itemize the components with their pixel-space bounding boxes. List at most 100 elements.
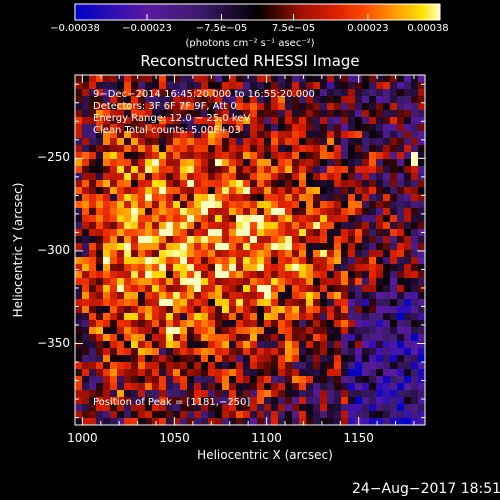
heatmap-cell bbox=[327, 313, 335, 321]
heatmap-cell bbox=[187, 397, 195, 405]
heatmap-cell bbox=[180, 145, 188, 153]
heatmap-cell bbox=[264, 243, 272, 251]
heatmap-cell bbox=[369, 138, 377, 146]
heatmap-cell bbox=[264, 376, 272, 384]
heatmap-cell bbox=[278, 341, 286, 349]
heatmap-cell bbox=[173, 306, 181, 314]
heatmap-cell bbox=[411, 222, 419, 230]
heatmap-cell bbox=[299, 369, 307, 377]
heatmap-cell bbox=[89, 138, 97, 146]
heatmap-cell bbox=[362, 159, 370, 167]
heatmap-cell bbox=[166, 285, 174, 293]
heatmap-cell bbox=[236, 222, 244, 230]
heatmap-cell bbox=[82, 327, 90, 335]
heatmap-cell bbox=[159, 404, 167, 412]
heatmap-cell bbox=[138, 187, 146, 195]
heatmap-cell bbox=[194, 362, 202, 370]
heatmap-cell bbox=[383, 320, 391, 328]
heatmap-cell bbox=[348, 411, 356, 419]
heatmap-cell bbox=[278, 362, 286, 370]
heatmap-cell bbox=[278, 299, 286, 307]
x-tick-label: 1100 bbox=[251, 431, 282, 445]
heatmap-cell bbox=[376, 159, 384, 167]
heatmap-cell bbox=[229, 285, 237, 293]
heatmap-cell bbox=[103, 75, 111, 83]
heatmap-cell bbox=[103, 411, 111, 419]
heatmap-cell bbox=[404, 334, 412, 342]
heatmap-cell bbox=[229, 75, 237, 83]
heatmap-cell bbox=[306, 145, 314, 153]
heatmap-cell bbox=[285, 194, 293, 202]
heatmap-cell bbox=[411, 278, 419, 286]
heatmap-cell bbox=[404, 348, 412, 356]
heatmap-cell bbox=[250, 404, 258, 412]
heatmap-cell bbox=[236, 194, 244, 202]
heatmap-cell bbox=[89, 159, 97, 167]
heatmap-cell bbox=[138, 110, 146, 118]
heatmap-cell bbox=[306, 187, 314, 195]
heatmap-cell bbox=[411, 376, 419, 384]
heatmap-cell bbox=[376, 362, 384, 370]
heatmap-cell bbox=[124, 264, 132, 272]
heatmap-cell bbox=[236, 229, 244, 237]
heatmap-cell bbox=[313, 334, 321, 342]
heatmap-cell bbox=[75, 362, 83, 370]
heatmap-cell bbox=[89, 145, 97, 153]
heatmap-cell bbox=[362, 278, 370, 286]
heatmap-cell bbox=[117, 292, 125, 300]
heatmap-cell bbox=[215, 145, 223, 153]
heatmap-cell bbox=[145, 187, 153, 195]
heatmap-cell bbox=[124, 229, 132, 237]
heatmap-cell bbox=[103, 327, 111, 335]
heatmap-cell bbox=[362, 355, 370, 363]
heatmap-cell bbox=[334, 103, 342, 111]
heatmap-cell bbox=[264, 299, 272, 307]
heatmap-cell bbox=[264, 166, 272, 174]
heatmap-cell bbox=[278, 369, 286, 377]
heatmap-cell bbox=[271, 306, 279, 314]
heatmap-cell bbox=[215, 124, 223, 132]
heatmap-cell bbox=[159, 285, 167, 293]
heatmap-cell bbox=[313, 96, 321, 104]
heatmap-cell bbox=[327, 194, 335, 202]
heatmap-cell bbox=[404, 75, 412, 83]
heatmap-cell bbox=[243, 194, 251, 202]
heatmap-cell bbox=[110, 327, 118, 335]
heatmap-cell bbox=[369, 229, 377, 237]
heatmap-cell bbox=[320, 201, 328, 209]
heatmap-cell bbox=[187, 299, 195, 307]
heatmap-cell bbox=[257, 243, 265, 251]
heatmap-cell bbox=[96, 264, 104, 272]
heatmap-cell bbox=[299, 89, 307, 97]
heatmap-cell bbox=[418, 201, 426, 209]
heatmap-cell bbox=[201, 292, 209, 300]
heatmap-cell bbox=[404, 397, 412, 405]
heatmap-cell bbox=[348, 75, 356, 83]
heatmap-cell bbox=[194, 222, 202, 230]
heatmap-cell bbox=[313, 278, 321, 286]
heatmap-cell bbox=[369, 390, 377, 398]
heatmap-cell bbox=[243, 278, 251, 286]
heatmap-cell bbox=[285, 390, 293, 398]
heatmap-cell bbox=[292, 229, 300, 237]
heatmap-cell bbox=[208, 320, 216, 328]
heatmap-cell bbox=[257, 376, 265, 384]
heatmap-cell bbox=[131, 369, 139, 377]
heatmap-cell bbox=[369, 320, 377, 328]
heatmap-cell bbox=[180, 299, 188, 307]
heatmap-cell bbox=[278, 138, 286, 146]
heatmap-cell bbox=[96, 222, 104, 230]
heatmap-cell bbox=[82, 208, 90, 216]
heatmap-cell bbox=[285, 250, 293, 258]
heatmap-cell bbox=[194, 117, 202, 125]
heatmap-cell bbox=[418, 124, 426, 132]
heatmap-cell bbox=[250, 166, 258, 174]
heatmap-cell bbox=[264, 404, 272, 412]
heatmap-cell bbox=[201, 131, 209, 139]
heatmap-cell bbox=[152, 124, 160, 132]
heatmap-cell bbox=[159, 348, 167, 356]
heatmap-cell bbox=[285, 292, 293, 300]
heatmap-cell bbox=[236, 362, 244, 370]
heatmap-cell bbox=[257, 173, 265, 181]
heatmap-cell bbox=[418, 390, 426, 398]
